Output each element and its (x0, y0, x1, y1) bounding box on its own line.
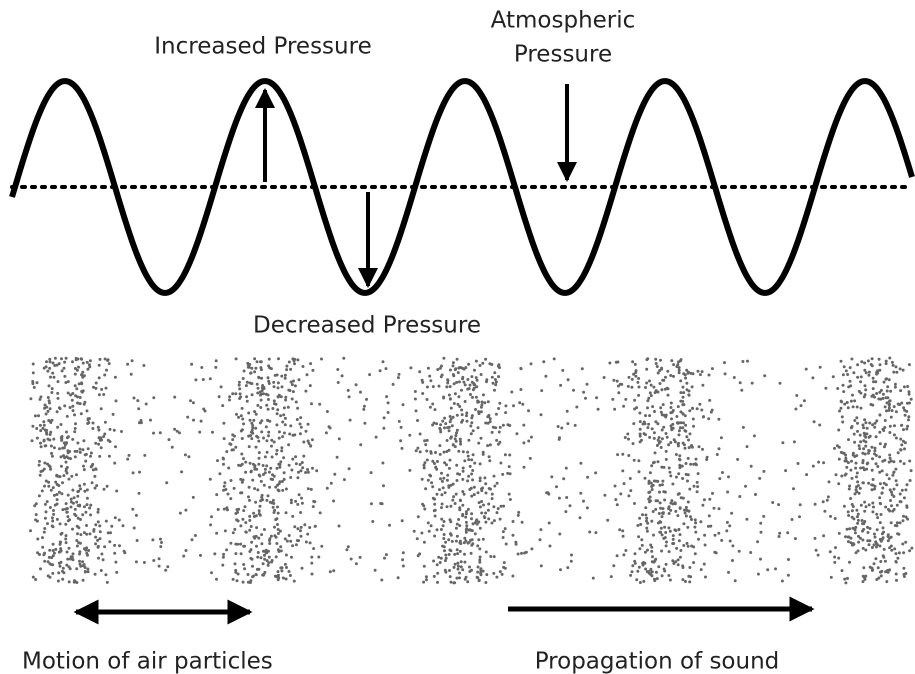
air-particles (29, 356, 914, 585)
decreased-label: Decreased Pressure (253, 313, 481, 339)
propagation-label: Propagation of sound (535, 649, 780, 674)
pressure-wave (9, 78, 915, 296)
atmospheric-label: Pressure (514, 42, 612, 68)
atmospheric-label: Atmospheric (491, 8, 636, 34)
increased-label: Increased Pressure (154, 34, 371, 60)
motion-label: Motion of air particles (22, 649, 273, 674)
